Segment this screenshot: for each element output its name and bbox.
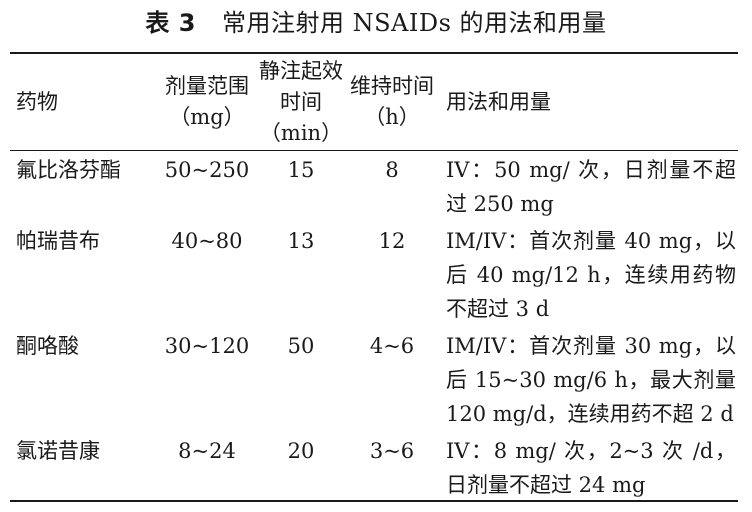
cell-drug: 酮咯酸 xyxy=(16,334,79,358)
cell-dose-range: 50~250 xyxy=(164,158,250,182)
cell-onset-time: 15 xyxy=(287,158,315,182)
cell-usage: IM/IV：首次剂量 40 mg，以后 40 mg/12 h，连续用药物不超过 … xyxy=(446,229,736,321)
cell-dose-range: 40~80 xyxy=(171,229,243,253)
table-title: 常用注射用 NSAIDs 的用法和用量 xyxy=(221,9,607,37)
cell-duration: 3~6 xyxy=(369,439,415,463)
nsaids-table: 药物 剂量范围（mg） 静注起效时间（min） 维持时间（h） 用法和用量 氟比… xyxy=(10,54,738,504)
table-body: 氟比洛芬酯 50~250 15 8 IV：50 mg/ 次，日剂量不超过 250… xyxy=(10,150,738,504)
bottom-rule xyxy=(10,500,738,502)
header-usage: 用法和用量 xyxy=(446,89,551,114)
cell-duration: 8 xyxy=(385,158,399,182)
table-row: 帕瑞昔布 40~80 13 12 IM/IV：首次剂量 40 mg，以后 40 … xyxy=(10,221,738,326)
cell-dose-range: 8~24 xyxy=(178,439,236,463)
cell-dose-range: 30~120 xyxy=(164,334,250,358)
cell-drug: 帕瑞昔布 xyxy=(16,229,100,253)
cell-drug: 氯诺昔康 xyxy=(16,439,100,463)
header-onset-time: 静注起效时间（min） xyxy=(259,58,343,145)
cell-usage: IM/IV：首次剂量 30 mg，以后 15~30 mg/6 h，最大剂量 12… xyxy=(446,334,736,426)
table-row: 酮咯酸 30~120 50 4~6 IM/IV：首次剂量 30 mg，以后 15… xyxy=(10,326,738,431)
cell-onset-time: 13 xyxy=(287,229,315,253)
table-row: 氟比洛芬酯 50~250 15 8 IV：50 mg/ 次，日剂量不超过 250… xyxy=(10,150,738,221)
table-caption: 表 3 常用注射用 NSAIDs 的用法和用量 xyxy=(0,8,752,38)
cell-duration: 12 xyxy=(378,229,406,253)
table-row: 氯诺昔康 8~24 20 3~6 IV：8 mg/ 次，2~3 次 /d，日剂量… xyxy=(10,431,738,504)
header-rule xyxy=(10,150,738,151)
table-number: 表 3 xyxy=(145,9,196,37)
top-rule xyxy=(10,52,738,54)
cell-onset-time: 50 xyxy=(287,334,315,358)
cell-drug: 氟比洛芬酯 xyxy=(16,158,121,182)
header-dose-range: 剂量范围（mg） xyxy=(165,74,249,129)
cell-duration: 4~6 xyxy=(369,334,415,358)
table-header: 药物 剂量范围（mg） 静注起效时间（min） 维持时间（h） 用法和用量 xyxy=(10,54,738,150)
cell-onset-time: 20 xyxy=(287,439,315,463)
header-duration: 维持时间（h） xyxy=(350,74,434,129)
header-drug: 药物 xyxy=(16,89,58,114)
cell-usage: IV：50 mg/ 次，日剂量不超过 250 mg xyxy=(446,158,736,216)
cell-usage: IV：8 mg/ 次，2~3 次 /d，日剂量不超过 24 mg xyxy=(446,439,736,497)
